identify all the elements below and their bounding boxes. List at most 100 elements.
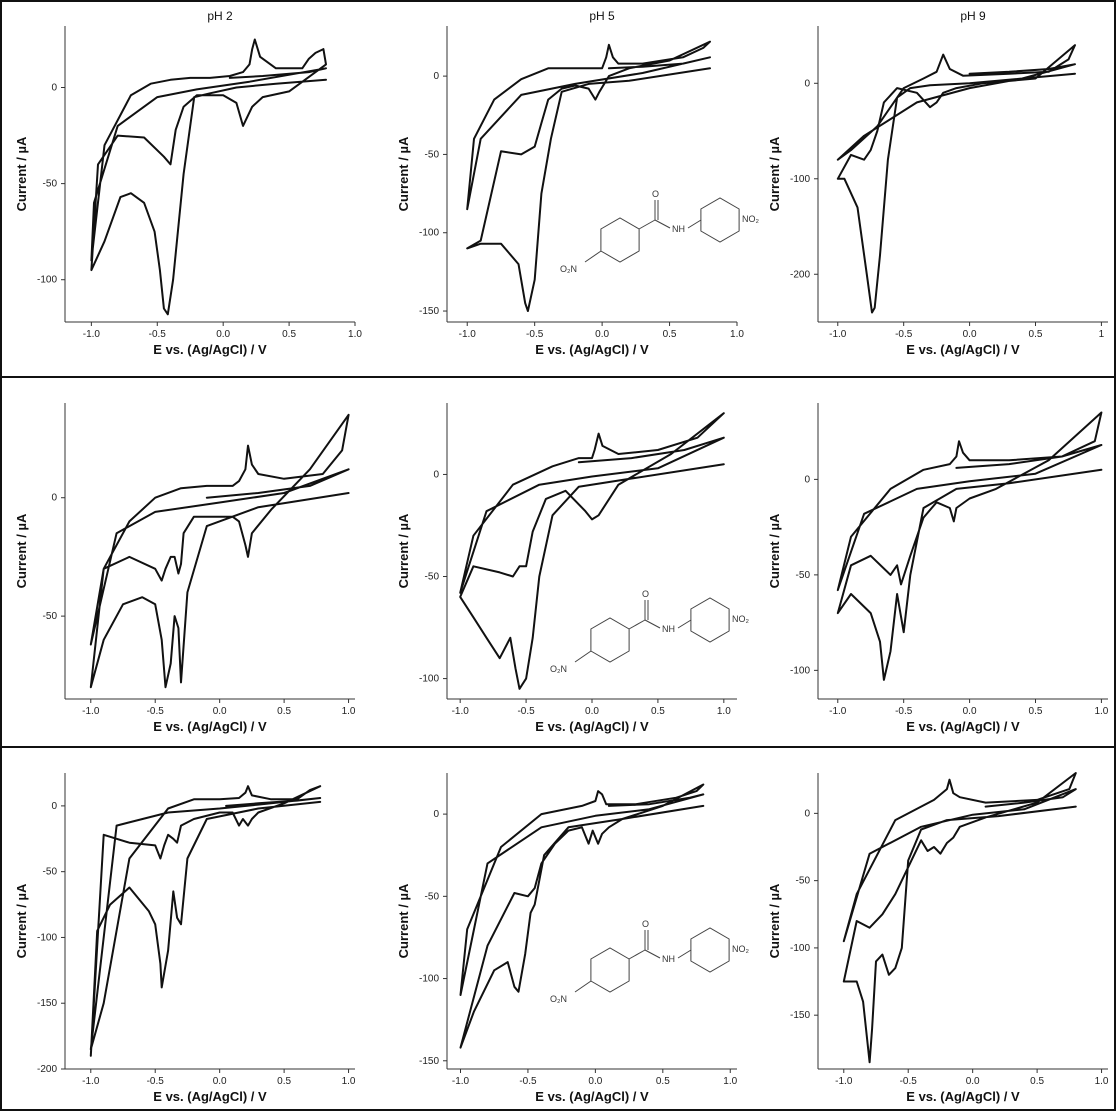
x-tick-label: 1.0: [717, 706, 731, 717]
y-axis-title: Current / µA: [767, 883, 782, 958]
y-tick-label: -50: [43, 179, 58, 190]
cv-panel: -1.0 -0.5 0.0 0.5 1.0 0 -50 E vs. (Ag/AgCl) / V…: [14, 403, 356, 734]
x-tick-label: -0.5: [526, 329, 544, 340]
y-tick-label: -100: [419, 674, 439, 685]
cv-panel: -1.0 -0.5 0.0 0.5 1.0 0 -50 -100 -150 E vs. (Ag/A…: [767, 772, 1109, 1104]
cv-trace: [836, 411, 1103, 681]
y-tick-label: -150: [37, 998, 57, 1009]
y-tick-label: 0: [51, 801, 57, 812]
x-axis-title: E vs. (Ag/AgCl) / V: [906, 1089, 1020, 1104]
atom-label-no2: O₂N: [560, 264, 577, 274]
atom-label-nh: NH: [662, 954, 675, 964]
atom-label-no2: NO₂: [732, 944, 750, 954]
x-tick-label: 0.0: [588, 1076, 602, 1087]
x-axis-title: E vs. (Ag/AgCl) / V: [535, 719, 649, 734]
x-tick-label: -1.0: [829, 329, 847, 340]
x-tick-label: -1.0: [459, 329, 477, 340]
x-tick-label: -0.5: [519, 1076, 537, 1087]
y-tick-label: 0: [804, 474, 810, 485]
x-tick-label: 0.5: [1029, 706, 1043, 717]
y-tick-label: -50: [796, 876, 811, 887]
x-tick-label: 1: [1099, 329, 1105, 340]
benzene-ring: [690, 597, 730, 643]
x-tick-label: 0.5: [277, 706, 291, 717]
bond: [628, 949, 646, 960]
y-tick-label: -50: [425, 572, 440, 583]
cv-trace: [89, 785, 322, 1057]
panel-title: pH 2: [207, 9, 233, 23]
y-tick-label: -100: [419, 228, 439, 239]
y-axis-title: Current / µA: [767, 136, 782, 211]
x-axis-title: E vs. (Ag/AgCl) / V: [153, 342, 267, 357]
benzene-ring: [590, 947, 630, 993]
cv-panel: -1.0 -0.5 0.0 0.5 1.0 0 -50 -100 -150 -200 E vs. (…: [14, 773, 356, 1104]
x-tick-label: -1.0: [83, 329, 101, 340]
x-tick-label: 0.0: [213, 1076, 227, 1087]
y-tick-label: -50: [425, 149, 440, 160]
y-tick-label: -100: [37, 275, 57, 286]
y-tick-label: -200: [37, 1064, 57, 1075]
x-axis-title: E vs. (Ag/AgCl) / V: [535, 1089, 649, 1104]
y-tick-label: 0: [804, 808, 810, 819]
cv-panel: -1.0 -0.5 0.0 0.5 1.0 0 -50 -100 E vs. (Ag/AgCl)…: [14, 9, 362, 357]
bond: [644, 619, 661, 629]
x-tick-label: -0.5: [149, 329, 167, 340]
y-axis-title: Current / µA: [396, 513, 411, 588]
y-tick-label: -50: [43, 611, 58, 622]
x-tick-label: -1.0: [82, 1076, 100, 1087]
cv-panel: -1.0 -0.5 0.0 0.5 1.0 0 -50 -100 -150 E vs. (Ag/A…: [396, 773, 738, 1104]
y-axis-title: Current / µA: [767, 513, 782, 588]
x-tick-label: 0.0: [585, 706, 599, 717]
molecule-structure: O NH O₂N NO₂: [550, 589, 750, 674]
x-tick-label: 0.0: [595, 329, 609, 340]
bond: [574, 980, 592, 993]
molecule-structure: O NH O₂N NO₂: [560, 189, 760, 274]
cv-panel: -1.0 -0.5 0.0 0.5 1 0 -100 -200 E vs. (Ag/AgCl) …: [767, 9, 1108, 357]
y-tick-label: -50: [796, 570, 811, 581]
x-tick-label: 1.0: [342, 1076, 356, 1087]
y-tick-label: -200: [790, 269, 810, 280]
x-axis-title: E vs. (Ag/AgCl) / V: [906, 719, 1020, 734]
y-tick-label: -100: [37, 932, 57, 943]
atom-label-o: O: [642, 919, 649, 929]
atom-label-nh: NH: [672, 224, 685, 234]
atom-label-o: O: [642, 589, 649, 599]
x-tick-label: 0.5: [277, 1076, 291, 1087]
bond: [677, 949, 692, 959]
atom-label-no2: O₂N: [550, 664, 567, 674]
y-axis-title: Current / µA: [396, 136, 411, 211]
benzene-ring: [700, 197, 740, 243]
y-axis-title: Current / µA: [396, 883, 411, 958]
bond: [628, 619, 646, 630]
x-tick-label: -0.5: [895, 706, 913, 717]
y-tick-label: -150: [419, 306, 439, 317]
x-tick-label: 1.0: [1095, 1076, 1109, 1087]
x-tick-label: -0.5: [147, 706, 165, 717]
x-tick-label: 0.0: [213, 706, 227, 717]
bond: [574, 650, 592, 663]
x-tick-label: 1.0: [723, 1076, 737, 1087]
y-tick-label: -100: [790, 174, 810, 185]
atom-label-no2: O₂N: [550, 994, 567, 1004]
x-tick-label: -1.0: [82, 706, 100, 717]
y-tick-label: 0: [433, 809, 439, 820]
atom-label-o: O: [652, 189, 659, 199]
x-axis-title: E vs. (Ag/AgCl) / V: [153, 719, 267, 734]
x-axis-title: E vs. (Ag/AgCl) / V: [153, 1089, 267, 1104]
x-axis-title: E vs. (Ag/AgCl) / V: [535, 342, 649, 357]
atom-label-nh: NH: [662, 624, 675, 634]
y-tick-label: -100: [790, 943, 810, 954]
cv-trace: [836, 44, 1076, 314]
x-tick-label: 0.5: [1030, 1076, 1044, 1087]
x-tick-label: -1.0: [835, 1076, 853, 1087]
x-tick-label: -0.5: [900, 1076, 918, 1087]
y-tick-label: 0: [433, 469, 439, 480]
x-tick-label: -0.5: [147, 1076, 165, 1087]
panel-title: pH 9: [960, 9, 986, 23]
x-tick-label: -1.0: [452, 1076, 470, 1087]
y-tick-label: 0: [804, 78, 810, 89]
x-tick-label: -1.0: [829, 706, 847, 717]
panel-title: pH 5: [589, 9, 615, 23]
